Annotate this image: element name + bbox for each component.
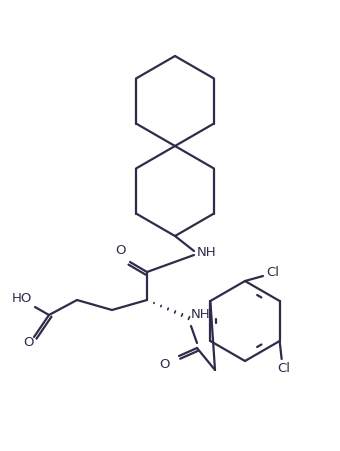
Text: NH: NH xyxy=(191,308,211,322)
Text: O: O xyxy=(23,336,33,350)
Text: HO: HO xyxy=(12,291,32,304)
Text: Cl: Cl xyxy=(277,363,290,376)
Text: O: O xyxy=(159,359,169,372)
Text: O: O xyxy=(115,244,125,258)
Text: NH: NH xyxy=(197,245,217,258)
Text: Cl: Cl xyxy=(267,267,279,280)
